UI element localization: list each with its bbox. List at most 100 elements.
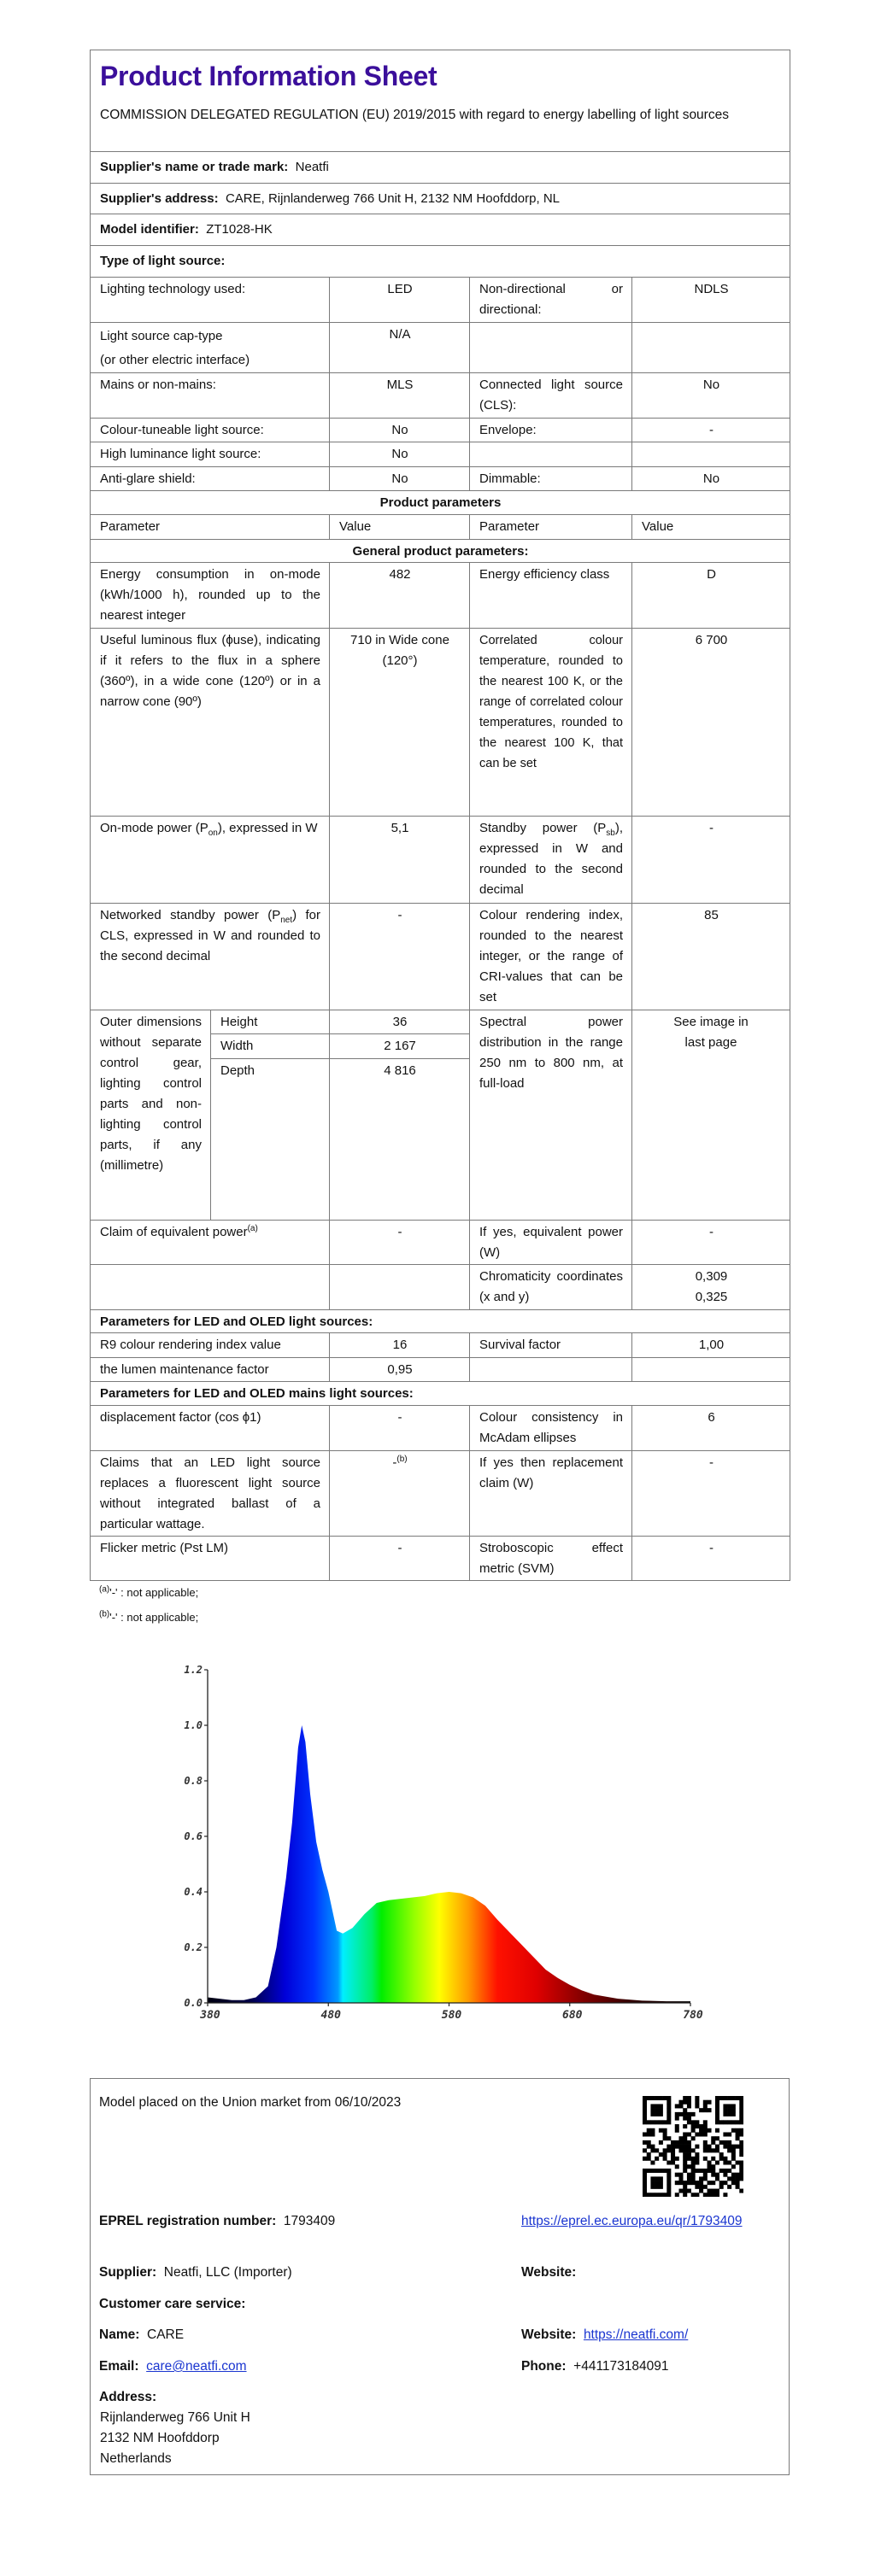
- param-label: Envelope:: [469, 418, 632, 442]
- param-value: See image in last page: [631, 1010, 790, 1221]
- qr-module: [739, 2140, 743, 2145]
- qr-module: [739, 2172, 743, 2177]
- qr-module: [735, 2172, 740, 2177]
- qr-module: [714, 2148, 719, 2153]
- label-text: Networked standby power (P: [100, 908, 281, 922]
- qr-module: [686, 2164, 691, 2169]
- qr-module: [655, 2181, 660, 2186]
- qr-module: [686, 2132, 691, 2137]
- qr-module: [650, 2184, 655, 2189]
- qr-module: [683, 2099, 688, 2105]
- param-label: Colour-tuneable light source:: [90, 418, 330, 442]
- qr-module: [690, 2160, 696, 2165]
- qr-module: [678, 2148, 684, 2153]
- qr-module: [699, 2181, 704, 2186]
- qr-module: [683, 2168, 688, 2173]
- qr-module: [671, 2156, 676, 2161]
- qr-module: [686, 2148, 691, 2153]
- param-label: Claim of equivalent power(a): [90, 1220, 330, 1265]
- qr-module: [707, 2181, 712, 2186]
- qr-module: [711, 2193, 716, 2197]
- qr-module: [739, 2188, 743, 2193]
- label-text: On-mode power (P: [100, 821, 208, 835]
- website-link[interactable]: https://neatfi.com/: [583, 2327, 689, 2342]
- param-value: 0,95: [329, 1357, 470, 1382]
- qr-module: [658, 2176, 663, 2181]
- qr-module: [695, 2124, 700, 2129]
- qr-module: [683, 2152, 688, 2157]
- qr-module: [714, 2096, 719, 2101]
- qr-module: [739, 2176, 743, 2181]
- qr-module: [739, 2099, 743, 2105]
- qr-module: [727, 2111, 732, 2116]
- qr-module: [678, 2176, 684, 2181]
- qr-module: [650, 2181, 655, 2186]
- qr-module: [662, 2120, 667, 2125]
- x-tick-label: 780: [683, 2009, 703, 2022]
- qr-module: [739, 2108, 743, 2113]
- energy-class-value: D: [631, 562, 790, 629]
- qr-module: [678, 2181, 684, 2186]
- qr-module: [702, 2168, 708, 2173]
- market-date-text: Model placed on the Union market from 06…: [99, 2095, 402, 2110]
- address-label: Supplier's address:: [100, 191, 219, 206]
- param-label: Stroboscopic effect metric (SVM): [469, 1536, 632, 1581]
- eprel-label: EPREL registration number:: [99, 2214, 277, 2228]
- qr-module: [671, 2140, 676, 2145]
- qr-module: [650, 2120, 655, 2125]
- param-value: 482: [329, 562, 470, 629]
- x-tick-label: 580: [442, 2009, 462, 2022]
- qr-module: [667, 2136, 672, 2141]
- supplier-label: Supplier's name or trade mark:: [100, 160, 289, 174]
- qr-module: [699, 2168, 704, 2173]
- qr-module: [739, 2120, 743, 2125]
- qr-module: [683, 2108, 688, 2113]
- qr-module: [690, 2181, 696, 2186]
- label-text: ), expressed in W and rounded to the sec…: [479, 821, 623, 897]
- param-label: Energy efficiency class: [469, 562, 632, 629]
- qr-module: [727, 2096, 732, 2101]
- qr-module: [667, 2111, 672, 2116]
- qr-module: [695, 2096, 700, 2101]
- qr-module: [650, 2148, 655, 2153]
- qr-module: [650, 2128, 655, 2133]
- qr-module: [714, 2104, 719, 2109]
- address-line: Netherlands: [100, 2451, 172, 2466]
- qr-module: [723, 2172, 728, 2177]
- email-link[interactable]: care@neatfi.com: [146, 2359, 247, 2374]
- table-row: Colour-tuneable light source: No Envelop…: [90, 418, 790, 442]
- qr-module: [683, 2136, 688, 2141]
- qr-module: [727, 2108, 732, 2113]
- qr-module: [719, 2152, 724, 2157]
- param-value: -: [631, 1450, 790, 1537]
- param-label: High luminance light source:: [90, 442, 330, 467]
- qr-module: [643, 2120, 648, 2125]
- qr-module: [711, 2164, 716, 2169]
- qr-module: [731, 2176, 736, 2181]
- qr-module: [655, 2156, 660, 2161]
- param-label: Flicker metric (Pst LM): [90, 1536, 330, 1581]
- qr-module: [646, 2168, 651, 2173]
- qr-module: [667, 2099, 672, 2105]
- qr-module: [711, 2148, 716, 2153]
- qr-module: [655, 2108, 660, 2113]
- param-label: displacement factor (cos ϕ1): [90, 1405, 330, 1451]
- value-text: -: [392, 1455, 397, 1470]
- type-heading: Type of light source:: [90, 245, 790, 278]
- qr-module: [674, 2124, 679, 2129]
- general-parameters-heading: General product parameters:: [90, 539, 790, 563]
- qr-module: [707, 2148, 712, 2153]
- qr-code[interactable]: [643, 2096, 743, 2197]
- qr-module: [658, 2108, 663, 2113]
- qr-module: [714, 2136, 719, 2141]
- qr-module: [727, 2144, 732, 2149]
- qr-module: [714, 2193, 719, 2197]
- eprel-link[interactable]: https://eprel.ec.europa.eu/qr/1793409: [521, 2214, 743, 2228]
- qr-module: [714, 2108, 719, 2113]
- empty-cell: [90, 1264, 330, 1310]
- qr-module: [683, 2111, 688, 2116]
- spectral-distribution-chart: 0.0 0.2 0.4 0.6 0.8 1.0 1.2 380 480 580 680 780: [184, 1664, 703, 2022]
- qr-module: [650, 2104, 655, 2109]
- qr-module: [719, 2140, 724, 2145]
- qr-module: [707, 2168, 712, 2173]
